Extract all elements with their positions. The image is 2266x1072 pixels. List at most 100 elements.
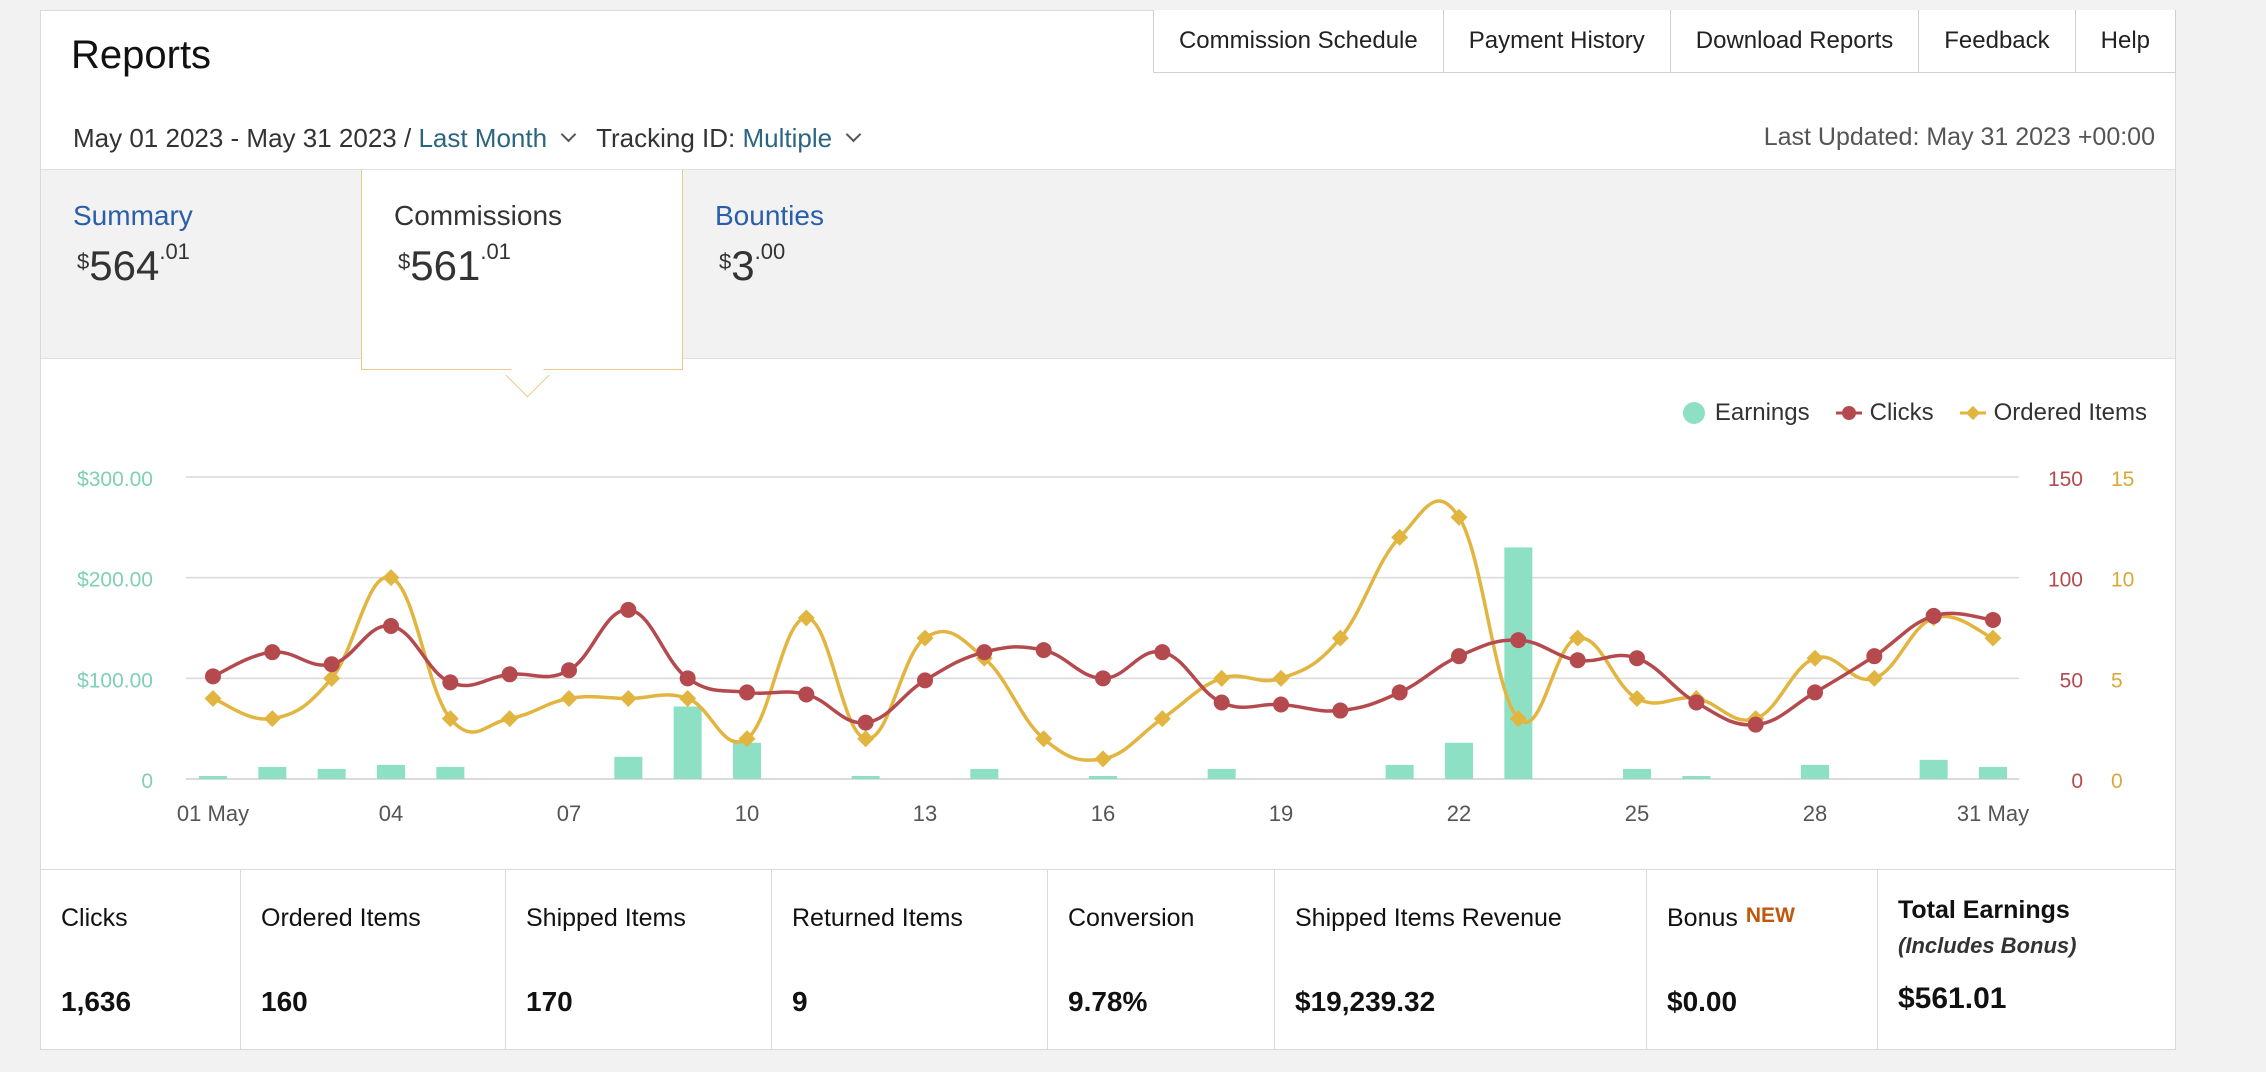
ordered-items-point xyxy=(1569,629,1587,647)
chart-area: Earnings Clicks Ordered Items 0 $100.00 $2… xyxy=(41,359,2175,879)
clicks-point xyxy=(1154,644,1171,661)
x-tick-label: 04 xyxy=(379,801,403,826)
clicks-point xyxy=(798,686,815,703)
clicks-point xyxy=(1866,648,1883,665)
y-left-tick-label: 0 xyxy=(141,770,153,793)
clicks-point xyxy=(1213,694,1230,711)
clicks-point xyxy=(1688,694,1705,711)
earnings-bar xyxy=(733,742,761,779)
chevron-down-icon[interactable] xyxy=(560,126,577,143)
earnings-bar xyxy=(970,768,999,779)
clicks-point xyxy=(1391,684,1408,701)
earnings-bar xyxy=(1682,775,1711,779)
clicks-point xyxy=(1807,684,1823,701)
clicks-point xyxy=(383,617,399,634)
clicks-point xyxy=(1510,632,1527,649)
x-tick-label: 19 xyxy=(1269,801,1293,826)
y-left-tick-label: $300.00 xyxy=(77,468,153,491)
earnings-bar xyxy=(673,706,702,779)
earnings-bar xyxy=(851,775,880,779)
new-badge: NEW xyxy=(1745,904,1795,927)
date-preset-dropdown[interactable]: Last Month xyxy=(418,123,548,153)
tab-commissions-label: Commissions xyxy=(394,200,563,231)
clicks-line xyxy=(212,608,1994,727)
earnings-bar xyxy=(1207,768,1236,779)
y-right-items-tick-label: 15 xyxy=(2111,468,2134,491)
ordered-items-point xyxy=(204,689,222,707)
ordered-items-point xyxy=(1213,669,1231,687)
ordered-items-point xyxy=(501,710,519,728)
download-reports-button[interactable]: Download Reports xyxy=(1669,10,1919,72)
clicks-point xyxy=(857,714,874,731)
circle-icon xyxy=(1682,402,1705,424)
earnings-bar xyxy=(1504,547,1533,779)
ordered-items-line xyxy=(212,499,1994,763)
y-left-tick-label: $100.00 xyxy=(77,669,153,692)
x-tick-label: 13 xyxy=(913,801,937,826)
y-left-tick-label: $200.00 xyxy=(77,569,153,592)
ordered-items-point xyxy=(797,609,815,627)
reports-panel: Reports Commission Schedule Payment Hist… xyxy=(40,10,2176,1050)
commission-schedule-button[interactable]: Commission Schedule xyxy=(1153,10,1443,72)
ordered-items-point xyxy=(441,710,459,728)
tab-bounties-label: Bounties xyxy=(715,200,824,231)
x-tick-label: 10 xyxy=(735,801,759,826)
clicks-point xyxy=(1095,670,1111,687)
tab-summary[interactable]: Summary $564.01 xyxy=(41,170,361,360)
earnings-bar xyxy=(1089,775,1117,779)
tab-commissions[interactable]: Commissions $561.01 xyxy=(361,170,683,398)
ordered-items-point xyxy=(263,710,281,728)
ordered-items-point xyxy=(1806,649,1824,667)
clicks-point xyxy=(501,666,518,683)
clicks-point xyxy=(561,662,577,679)
clicks-point xyxy=(620,601,637,618)
chevron-down-icon[interactable] xyxy=(845,126,862,143)
ordered-items-point xyxy=(1628,689,1646,707)
clicks-point xyxy=(976,644,993,661)
clicks-point xyxy=(1332,702,1349,719)
clicks-point xyxy=(917,672,933,689)
y-right-clicks-tick-label: 0 xyxy=(2071,770,2083,793)
tab-bounties[interactable]: Bounties $3.00 xyxy=(683,170,1003,360)
ordered-items-point xyxy=(1984,629,2002,647)
tracking-id-dropdown[interactable]: Multiple xyxy=(742,123,833,153)
ordered-items-point xyxy=(1865,669,1883,687)
clicks-point xyxy=(1985,611,2001,628)
earnings-bar xyxy=(614,756,643,779)
date-range-text: May 01 2023 - May 31 2023 / xyxy=(73,123,412,153)
ordered-items-point xyxy=(679,689,697,707)
x-tick-label: 22 xyxy=(1447,801,1471,826)
legend-earnings[interactable]: Earnings xyxy=(1682,399,1810,427)
stat-ordered-items: Ordered Items 160 xyxy=(240,870,505,1049)
tab-bounties-amount: $3.00 xyxy=(719,239,786,289)
stat-shipped-items: Shipped Items 170 xyxy=(505,870,771,1049)
y-right-items-tick-label: 5 xyxy=(2111,669,2123,692)
diamond-line-icon xyxy=(1959,405,1986,421)
stats-row: Clicks 1,636 Ordered Items 160 Shipped I… xyxy=(41,869,2175,1049)
ordered-items-point xyxy=(1450,508,1468,526)
x-tick-label: 28 xyxy=(1803,801,1827,826)
x-tick-label: 07 xyxy=(557,801,581,826)
clicks-point xyxy=(205,668,221,685)
clicks-point xyxy=(679,670,696,687)
tab-commissions-amount: $561.01 xyxy=(398,239,511,289)
x-tick-label: 01 May xyxy=(177,801,249,826)
earnings-bar xyxy=(1801,764,1829,779)
clicks-point xyxy=(1925,607,1942,624)
stat-total-earnings: Total Earnings (Includes Bonus) $561.01 xyxy=(1877,870,2175,1049)
earnings-bar xyxy=(436,766,465,779)
earnings-bar xyxy=(199,775,227,779)
ordered-items-point xyxy=(857,730,875,748)
stat-clicks: Clicks 1,636 xyxy=(61,904,132,1017)
legend-ordered-items[interactable]: Ordered Items xyxy=(1959,399,2147,427)
payment-history-button[interactable]: Payment History xyxy=(1442,10,1670,72)
clicks-point xyxy=(739,684,755,701)
legend-clicks[interactable]: Clicks xyxy=(1835,399,1934,427)
tracking-id-label: Tracking ID: xyxy=(596,123,736,153)
clicks-point xyxy=(264,644,281,661)
help-button[interactable]: Help xyxy=(2074,10,2175,72)
x-tick-label: 25 xyxy=(1625,801,1649,826)
y-right-clicks-tick-label: 150 xyxy=(2048,468,2083,491)
feedback-button[interactable]: Feedback xyxy=(1918,10,2075,72)
chart-legend: Earnings Clicks Ordered Items xyxy=(1657,399,2147,427)
